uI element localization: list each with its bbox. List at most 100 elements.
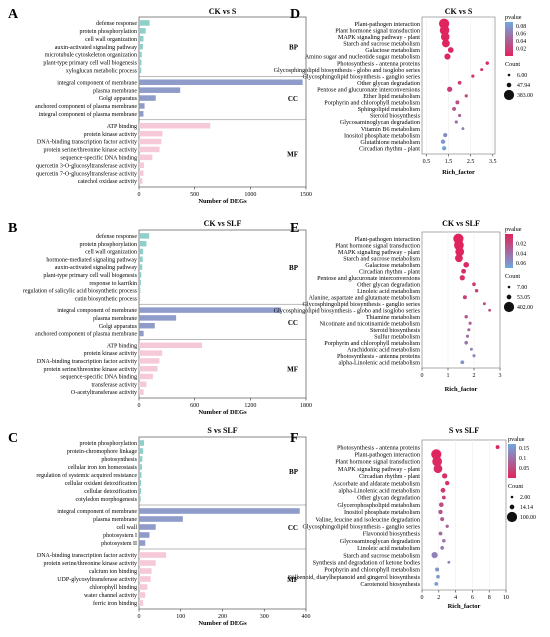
pathway-label: Galactose metabolism [365, 47, 420, 54]
pathway-label: Plant hormone signal transduction [335, 242, 420, 249]
category-label: DNA-binding transcription factor activit… [37, 552, 137, 559]
pvalue-legend: pvalue 0.080.06 0.040.02 [505, 14, 526, 56]
size-key-label: 7.00 [517, 285, 527, 291]
x-tick-label: 3 [499, 373, 502, 379]
category-label: protein kinase activity [84, 132, 137, 138]
category-label: plasma membrane [93, 88, 137, 94]
pathway-label: Sphingolipid metabolism [358, 106, 421, 113]
pathway-label: Glutathione metabolism [360, 139, 420, 146]
data-point [443, 133, 448, 138]
category-label: protein phosphorylation [80, 29, 138, 35]
data-point [472, 282, 476, 287]
category-label: integral component of membrane [57, 79, 137, 86]
pathway-label: Glycosphingolipid biosynthesis - globo a… [274, 307, 421, 314]
x-tick-label: 0.5 [423, 159, 431, 165]
bar [139, 350, 163, 356]
bar [139, 584, 148, 590]
category-label: plant-type primary cell wall biogenesis [43, 273, 137, 279]
category-label: plasma membrane [93, 517, 137, 523]
group-label: CC [288, 319, 298, 327]
color-tick-label: 0.1 [519, 456, 526, 462]
pathway-label: Flavonoid biosynthesis [363, 531, 421, 538]
data-point [431, 449, 442, 460]
pathway-label: Vitamin B6 metabolism [361, 126, 420, 133]
bar [139, 287, 141, 294]
x-tick-label: 8 [488, 595, 491, 601]
bar [139, 20, 150, 26]
group-label: BP [289, 44, 299, 52]
bar [139, 532, 150, 538]
bar [139, 279, 141, 286]
size-key-label: 53.05 [517, 295, 530, 301]
bar [139, 295, 141, 302]
category-label: defense response [96, 20, 137, 27]
bar [139, 508, 300, 514]
bar [139, 315, 177, 321]
bar [139, 342, 203, 349]
x-tick-label: 2.5 [467, 159, 475, 165]
bar [139, 111, 144, 117]
data-point [464, 94, 468, 98]
panel-title: S vs SLF [449, 426, 479, 435]
bar [139, 480, 142, 486]
category-label: DNA-binding transcription factor activit… [37, 139, 137, 146]
category-label: protein serine/threonine kinase activity [44, 561, 137, 567]
x-tick-label: 500 [190, 192, 199, 198]
category-label: chlorophyll binding [90, 585, 138, 591]
pathway-label: Ascorbate and aldarate metabolism [333, 480, 420, 487]
bar-panel-c: C S vs SLF protein phosphorylation protein-… [8, 426, 311, 627]
bar [139, 35, 144, 42]
panel-letter: A [8, 7, 19, 22]
pathway-label: Other glycan degradation [357, 281, 420, 288]
color-tick-label: 0.05 [519, 466, 529, 472]
data-point [431, 552, 438, 559]
data-point [442, 538, 446, 543]
data-point [433, 464, 443, 474]
x-tick-label: 0 [421, 373, 424, 379]
category-label: plasma membrane [93, 316, 137, 322]
category-label: integral component of membrane [57, 307, 137, 314]
data-point [441, 39, 450, 48]
x-axis-label: Rich_factor [442, 169, 475, 176]
data-point [455, 100, 460, 105]
bar [139, 59, 142, 66]
bar [139, 103, 145, 109]
color-tick-label: 0.04 [516, 39, 526, 45]
pathway-label: Glycosaminoglycan degradation [340, 538, 420, 545]
pathway-label: Linoleic acid metabolism [357, 288, 420, 295]
bar [139, 496, 141, 502]
color-tick-label: 0.02 [516, 242, 526, 248]
panel-title: CK vs SLF [442, 219, 480, 228]
category-label: water channel activity [84, 593, 137, 599]
data-point [454, 120, 458, 124]
bar [139, 138, 162, 145]
category-label: response to karrikin [89, 281, 137, 287]
bar [139, 51, 142, 58]
x-tick-label: 0 [138, 192, 141, 198]
pathway-label: Synthesis and degradation of ketone bodi… [313, 560, 421, 567]
pathway-label: Circadian rhythm - plant [359, 473, 420, 480]
pathway-label: Photosynthesis - antenna proteins [337, 60, 421, 67]
data-point [441, 495, 446, 500]
dot-panel-d: D CK vs S Plant-pathogen interactionPlant … [274, 7, 533, 176]
data-point [447, 560, 451, 564]
size-key-dot [507, 73, 511, 77]
group-label: BP [289, 468, 299, 476]
data-point [463, 261, 469, 268]
pathway-label: Carotenoid biosynthesis [360, 581, 420, 588]
category-label: DNA-binding transcription factor activit… [37, 358, 137, 365]
x-axis-label: Number of DEGs [198, 409, 247, 416]
bar [139, 389, 144, 395]
size-key-dot [510, 495, 514, 499]
bar [139, 540, 146, 546]
data-point [461, 268, 467, 274]
data-point [440, 546, 445, 550]
data-point [441, 146, 447, 151]
bar-panel-a: A CK vs S defense response protein phosphor… [8, 7, 312, 205]
data-point [438, 509, 443, 515]
pathway-label: Circadian rhythm - plant [359, 268, 420, 275]
category-label: O-acetyltransferase activity [71, 389, 137, 396]
bar [139, 552, 167, 558]
x-tick-label: 1800 [300, 403, 312, 409]
plot-frame [138, 229, 307, 399]
